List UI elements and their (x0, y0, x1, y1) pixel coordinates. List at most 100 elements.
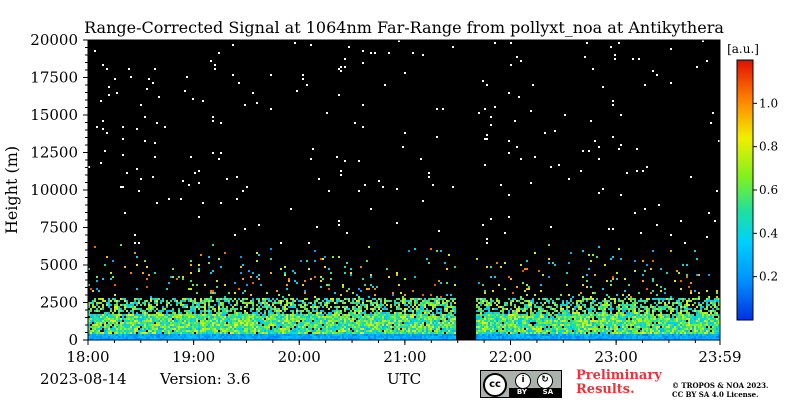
heatmap-cell (538, 310, 540, 312)
heatmap-cell (274, 318, 276, 320)
heatmap-cell (544, 132, 546, 134)
heatmap-cell (484, 334, 486, 336)
heatmap-cell (314, 322, 316, 324)
heatmap-cell (584, 332, 586, 334)
heatmap-cell (248, 316, 250, 318)
heatmap-cell (588, 334, 590, 336)
heatmap-cell (134, 324, 136, 326)
heatmap-cell (346, 232, 348, 234)
heatmap-cell (436, 322, 438, 324)
heatmap-cell (410, 334, 412, 336)
heatmap-cell (124, 324, 126, 326)
heatmap-cell (230, 314, 232, 316)
heatmap-cell (242, 330, 244, 332)
heatmap-cell (264, 312, 266, 314)
heatmap-cell (316, 334, 318, 336)
heatmap-cell (272, 308, 274, 310)
heatmap-cell (154, 336, 156, 338)
heatmap-cell (616, 306, 618, 308)
heatmap-cell (112, 338, 114, 340)
heatmap-cell (342, 328, 344, 330)
heatmap-cell (338, 318, 340, 320)
heatmap-cell (444, 308, 446, 310)
heatmap-cell (338, 314, 340, 316)
heatmap-cell (504, 262, 506, 264)
heatmap-cell (618, 148, 620, 150)
heatmap-cell (258, 330, 260, 332)
heatmap-cell (518, 316, 520, 318)
heatmap-cell (220, 328, 222, 330)
heatmap-cell (578, 338, 580, 340)
heatmap-cell (422, 334, 424, 336)
heatmap-cell (540, 334, 542, 336)
heatmap-cell (500, 330, 502, 332)
heatmap-cell (310, 322, 312, 324)
heatmap-cell (440, 282, 442, 284)
heatmap-cell (504, 288, 506, 290)
heatmap-cell (260, 312, 262, 314)
heatmap-cell (342, 338, 344, 340)
heatmap-cell (372, 286, 374, 288)
heatmap-cell (106, 326, 108, 328)
heatmap-cell (336, 312, 338, 314)
heatmap-cell (616, 332, 618, 334)
heatmap-cell (142, 310, 144, 312)
heatmap-cell (298, 320, 300, 322)
heatmap-cell (244, 336, 246, 338)
heatmap-cell (222, 334, 224, 336)
heatmap-cell (370, 284, 372, 286)
heatmap-cell (608, 320, 610, 322)
heatmap-cell (266, 332, 268, 334)
heatmap-cell (408, 316, 410, 318)
heatmap-cell (330, 278, 332, 280)
heatmap-cell (88, 284, 90, 286)
heatmap-cell (156, 330, 158, 332)
heatmap-cell (100, 328, 102, 330)
heatmap-cell (446, 300, 448, 302)
heatmap-cell (594, 310, 596, 312)
heatmap-cell (340, 338, 342, 340)
heatmap-cell (392, 336, 394, 338)
heatmap-cell (88, 320, 90, 322)
heatmap-cell (374, 312, 376, 314)
heatmap-cell (332, 330, 334, 332)
heatmap-cell (434, 338, 436, 340)
heatmap-cell (258, 278, 260, 280)
heatmap-cell (440, 316, 442, 318)
heatmap-cell (324, 338, 326, 340)
heatmap-cell (88, 324, 90, 326)
heatmap-cell (526, 308, 528, 310)
heatmap-cell (626, 306, 628, 308)
heatmap-cell (266, 334, 268, 336)
heatmap-cell (270, 300, 272, 302)
heatmap-cell (624, 316, 626, 318)
heatmap-cell (124, 326, 126, 328)
heatmap-cell (154, 142, 156, 144)
heatmap-cell (550, 336, 552, 338)
heatmap-cell (104, 334, 106, 336)
heatmap-cell (202, 202, 204, 204)
heatmap-cell (490, 314, 492, 316)
heatmap-cell (120, 298, 122, 300)
heatmap-cell (256, 310, 258, 312)
heatmap-cell (246, 330, 248, 332)
heatmap-cell (628, 320, 630, 322)
heatmap-cell (394, 320, 396, 322)
heatmap-cell (558, 316, 560, 318)
heatmap-cell (562, 330, 564, 332)
heatmap-cell (250, 308, 252, 310)
heatmap-cell (612, 256, 614, 258)
heatmap-cell (232, 300, 234, 302)
heatmap-cell (170, 320, 172, 322)
heatmap-cell (268, 298, 270, 300)
heatmap-cell (262, 302, 264, 304)
heatmap-cell (352, 328, 354, 330)
heatmap-cell (522, 270, 524, 272)
heatmap-cell (548, 322, 550, 324)
heatmap-cell (166, 306, 168, 308)
heatmap-cell (386, 312, 388, 314)
heatmap-cell (502, 314, 504, 316)
heatmap-cell (312, 326, 314, 328)
heatmap-cell (240, 326, 242, 328)
heatmap-cell (358, 318, 360, 320)
